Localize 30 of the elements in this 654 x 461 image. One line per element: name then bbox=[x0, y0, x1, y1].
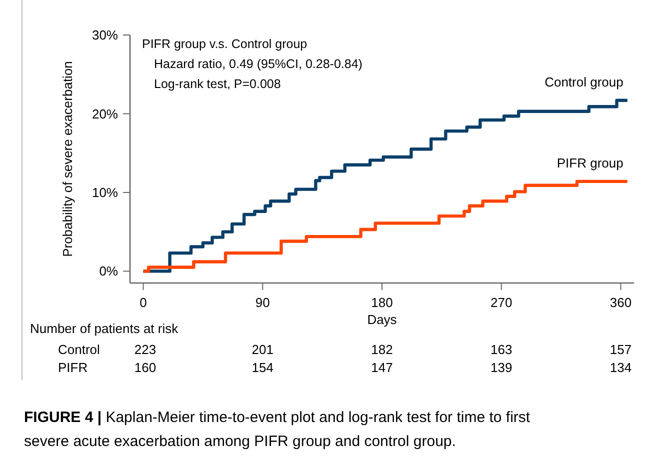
text: Number of patients at risk bbox=[30, 321, 179, 336]
annotation: Log-rank test, P=0.008 bbox=[154, 77, 281, 91]
y-tick-label: 20% bbox=[92, 106, 118, 122]
x-axis-title: Days bbox=[367, 312, 398, 327]
text: 163 bbox=[490, 342, 512, 357]
annotation: PIFR group v.s. Control group bbox=[142, 37, 308, 51]
text: 157 bbox=[610, 342, 632, 357]
y-tick-label: 0% bbox=[99, 264, 118, 279]
text: 160 bbox=[134, 360, 156, 375]
x-tick-label: 90 bbox=[255, 295, 270, 310]
x-tick-label: 0 bbox=[140, 295, 147, 310]
text: 134 bbox=[610, 360, 632, 375]
caption: FIGURE 4 | Kaplan-Meier time-to-event plot and log-rank test for time to first severe acute exacerbation among PIFR group and control group. bbox=[24, 409, 531, 450]
text: 182 bbox=[371, 342, 393, 357]
x-tick-label: 360 bbox=[610, 295, 632, 310]
text: Control bbox=[58, 342, 100, 357]
series-label: Control group bbox=[544, 74, 624, 90]
text: 154 bbox=[252, 360, 274, 375]
text: PIFR bbox=[58, 360, 88, 375]
text: 201 bbox=[252, 342, 274, 357]
annotation: Hazard ratio, 0.49 (95%CI, 0.28-0.84) bbox=[154, 57, 362, 71]
x-tick-label: 180 bbox=[371, 295, 393, 310]
series-label: PIFR group bbox=[556, 155, 624, 170]
y-tick-label: 30% bbox=[92, 28, 118, 43]
text: 223 bbox=[134, 342, 156, 357]
text: 139 bbox=[490, 360, 512, 375]
text: 147 bbox=[371, 360, 393, 375]
y-axis-title: Probability of severe exacerbation bbox=[60, 61, 75, 257]
y-tick-label: 10% bbox=[92, 185, 118, 200]
x-tick-label: 270 bbox=[490, 295, 512, 310]
